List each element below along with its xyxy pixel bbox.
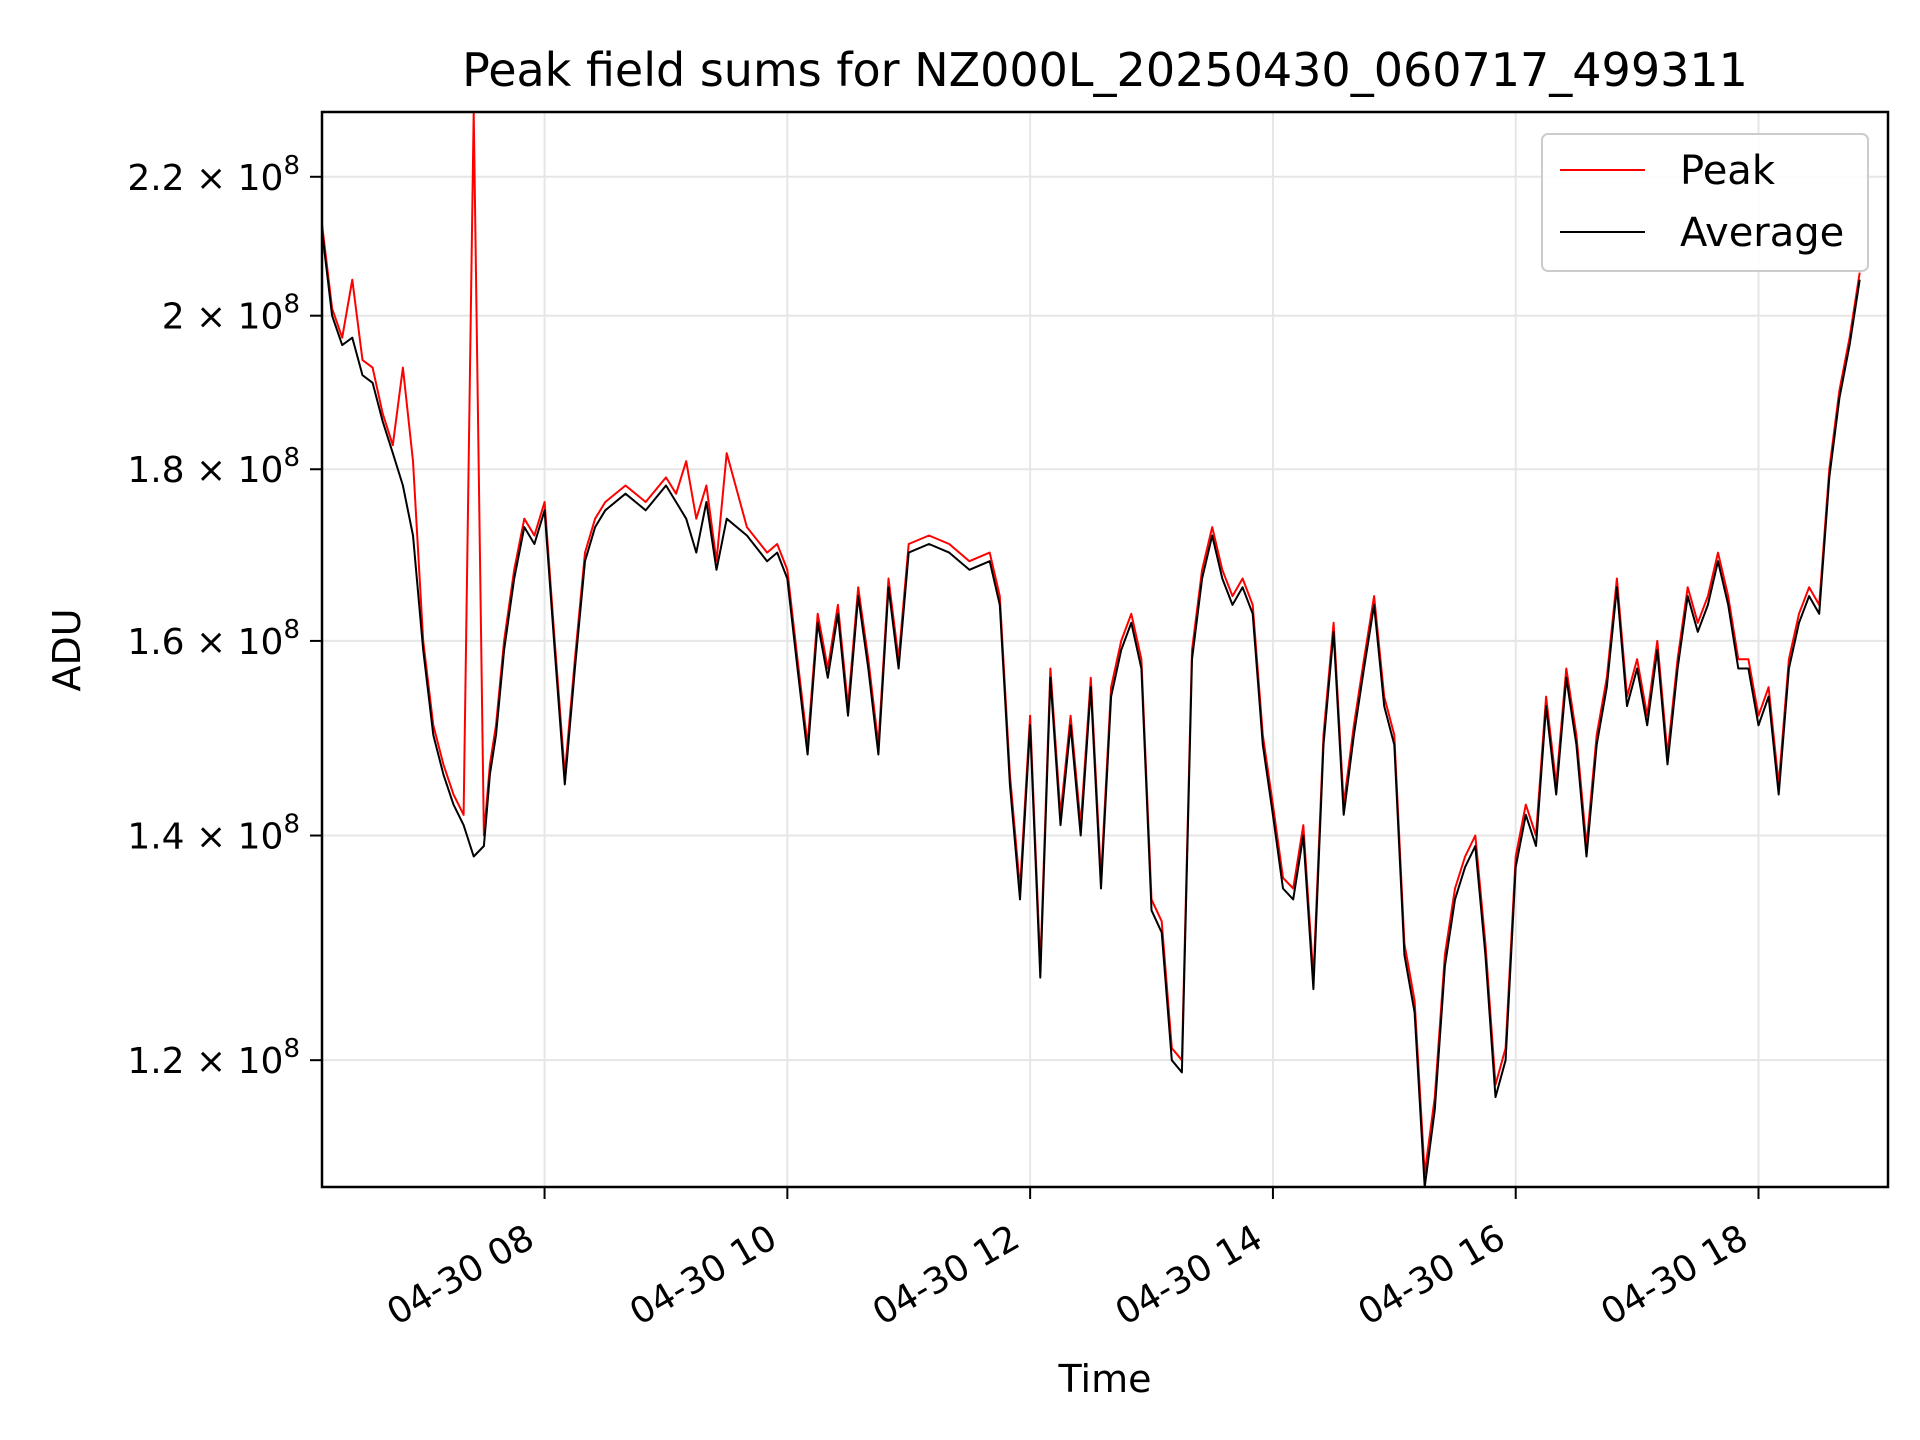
series-layer [321, 111, 1861, 1188]
y-tick-label: 1.4 × 108 [127, 810, 300, 858]
chart-title: Peak field sums for NZ000L_20250430_0607… [462, 43, 1748, 97]
y-tick-label: 2 × 108 [162, 290, 300, 338]
plot-frame [320, 110, 1890, 1189]
y-tick-label: 1.2 × 108 [127, 1034, 300, 1082]
legend: Peak Average [1541, 133, 1869, 272]
x-axis-label: Time [1058, 1357, 1152, 1401]
y-tick-label: 2.2 × 108 [127, 151, 300, 199]
y-tick-label: 1.8 × 108 [127, 443, 300, 491]
y-axis-label: ADU [45, 608, 89, 691]
series-line-average [321, 230, 1861, 1188]
legend-label-average: Average [1680, 210, 1844, 256]
y-tick-label: 1.6 × 108 [127, 615, 300, 663]
legend-label-peak: Peak [1680, 148, 1776, 194]
grid [322, 112, 1888, 1187]
legend-box [1541, 133, 1869, 272]
